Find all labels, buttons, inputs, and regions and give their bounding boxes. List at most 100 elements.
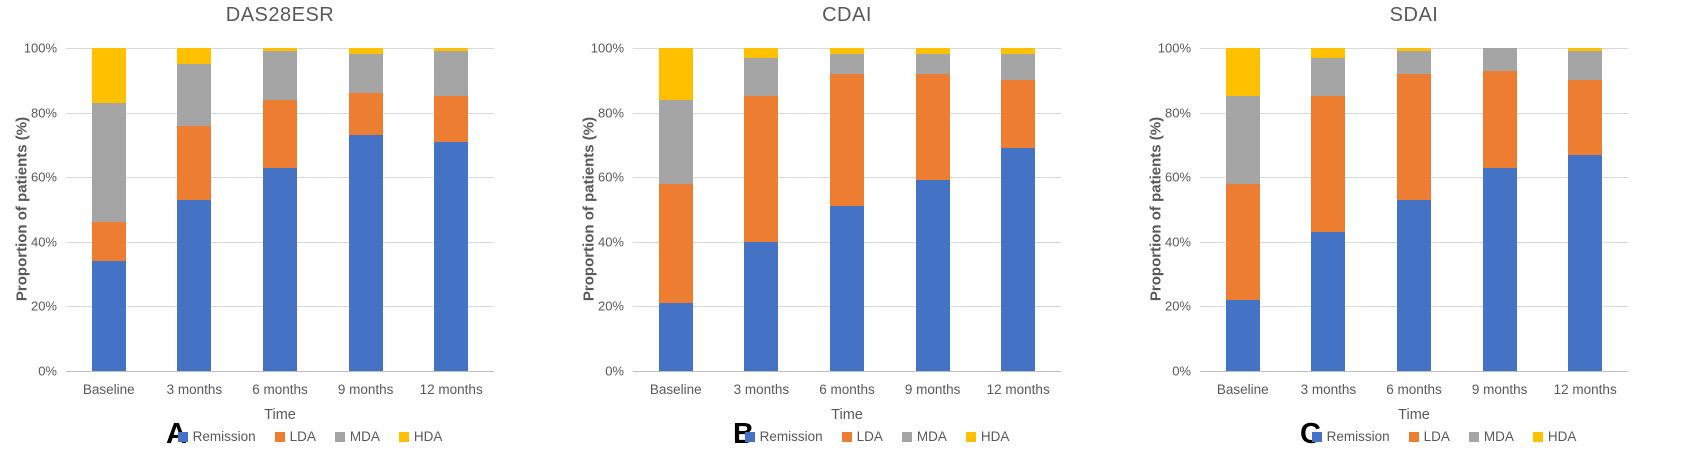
y-tick-label: 0% [605, 363, 624, 379]
y-tick-label: 0% [38, 363, 57, 379]
panel-letter: B [733, 418, 754, 450]
bar-segment-lda [658, 183, 693, 304]
bar-segment-hda [830, 48, 864, 55]
plot-area: 0% 20% 40% 60% 80% 100% Baseline 3 months 6 mont… [24, 41, 494, 397]
x-tick-label: Baseline [649, 382, 702, 397]
legend-swatch-icon [901, 431, 912, 442]
stacked-bar-12-months [1001, 48, 1036, 371]
x-axis-title: Time [831, 407, 863, 423]
chart-title: DAS28ESR [225, 4, 335, 26]
legend-item-mda: MDA [901, 429, 947, 444]
legend-swatch-icon [1468, 431, 1479, 442]
bar-segment-lda [1311, 96, 1346, 233]
legend-label: Remission [759, 429, 823, 444]
legend: Remission LDA MDA HDA [96, 429, 524, 444]
legend-label: Remission [1326, 429, 1390, 444]
bar-segment-remission [1225, 299, 1260, 371]
bar-segment-lda [744, 96, 779, 242]
legend-swatch-icon [398, 431, 409, 442]
legend-item-mda: MDA [1468, 429, 1514, 444]
legend-label: HDA [980, 429, 1010, 444]
legend-item-remission: Remission [177, 429, 256, 444]
x-tick-label: 3 months [166, 382, 223, 397]
y-tick-label: 60% [30, 169, 57, 185]
x-tick-label: 6 months [1386, 382, 1442, 397]
legend-swatch-icon [177, 431, 188, 442]
bar-segment-remission [348, 135, 383, 371]
legend-label: LDA [856, 429, 883, 444]
bar-segment-mda [177, 64, 212, 126]
bar-segment-mda [348, 54, 383, 94]
stacked-bar-9-months [348, 48, 383, 371]
x-tick-label: 6 months [252, 382, 308, 397]
bar-segment-hda [91, 48, 126, 103]
bar-segment-mda [434, 51, 469, 97]
legend-label: MDA [349, 429, 380, 444]
bar-segment-hda [1397, 48, 1431, 52]
legend-swatch-icon [274, 431, 285, 442]
panel-letter: C [1300, 418, 1321, 450]
bar-segment-hda [658, 48, 693, 100]
chart-title: SDAI [1389, 4, 1439, 26]
bar-segment-remission [1397, 199, 1431, 371]
x-tick-label: Baseline [1216, 382, 1269, 397]
bar-segment-remission [263, 167, 297, 371]
x-tick-label: 6 months [819, 382, 875, 397]
legend-swatch-icon [1408, 431, 1419, 442]
bar-segment-hda [1568, 48, 1603, 52]
stacked-bar-12-months [434, 48, 469, 371]
stacked-bar-baseline [91, 48, 126, 371]
bar-segment-lda [1568, 80, 1603, 155]
bar-segment-mda [263, 51, 297, 100]
x-axis-title: Time [264, 407, 296, 423]
legend-item-hda: HDA [1532, 429, 1576, 444]
y-tick-label: 100% [23, 40, 57, 56]
legend-swatch-icon [744, 431, 755, 442]
bar-segment-lda [348, 93, 383, 136]
chart-panel-das28esr: DAS28ESR Proportion of patients (%) 0% 20… [0, 0, 567, 454]
plot-area: 0% 20% 40% 60% 80% 100% Baseline 3 months 6 mont… [591, 41, 1061, 397]
bar-segment-hda [348, 48, 383, 55]
x-tick-label: 9 months [904, 382, 961, 397]
bar-segment-hda [1311, 48, 1346, 58]
legend-label: LDA [1423, 429, 1450, 444]
stacked-bar-3-months [744, 48, 779, 371]
bar-segment-lda [434, 96, 469, 142]
bar-segment-lda [1001, 80, 1036, 149]
bar-segment-hda [263, 48, 297, 52]
x-tick-label: 12 months [1553, 382, 1617, 397]
bar-segment-remission [1568, 154, 1603, 371]
y-tick-label: 40% [597, 234, 624, 250]
legend-item-remission: Remission [1311, 429, 1390, 444]
stacked-bar-6-months [263, 48, 297, 371]
legend: Remission LDA MDA HDA [663, 429, 1091, 444]
legend-item-lda: LDA [274, 429, 316, 444]
stacked-bar-12-months [1568, 48, 1603, 371]
bar-segment-mda [1225, 96, 1260, 184]
y-axis-title: Proportion of patients (%) [13, 116, 31, 302]
stacked-bar-6-months [830, 48, 864, 371]
legend-label: HDA [413, 429, 443, 444]
bar-segment-mda [1568, 51, 1603, 81]
panel-letter: A [166, 418, 187, 450]
y-tick-label: 40% [30, 234, 57, 250]
gridline-0 [633, 371, 1061, 372]
bar-segment-mda [1397, 51, 1431, 74]
legend-swatch-icon [965, 431, 976, 442]
y-tick-label: 80% [597, 105, 624, 121]
y-tick-label: 20% [597, 298, 624, 314]
bar-segment-remission [830, 206, 864, 371]
chart-panel-cdai: CDAI Proportion of patients (%) 0% 20% 40%… [567, 0, 1134, 454]
stacked-bar-6-months [1397, 48, 1431, 371]
bar-segment-lda [1482, 70, 1517, 168]
bar-segment-hda [434, 48, 469, 52]
gridline-0 [1200, 371, 1628, 372]
legend-label: MDA [916, 429, 947, 444]
bar-segment-mda [830, 54, 864, 74]
y-tick-label: 80% [30, 105, 57, 121]
bar-segment-remission [915, 180, 950, 371]
chart-panel-sdai: SDAI Proportion of patients (%) 0% 20% 40%… [1134, 0, 1701, 454]
x-axis-title: Time [1398, 407, 1430, 423]
legend-item-mda: MDA [334, 429, 380, 444]
